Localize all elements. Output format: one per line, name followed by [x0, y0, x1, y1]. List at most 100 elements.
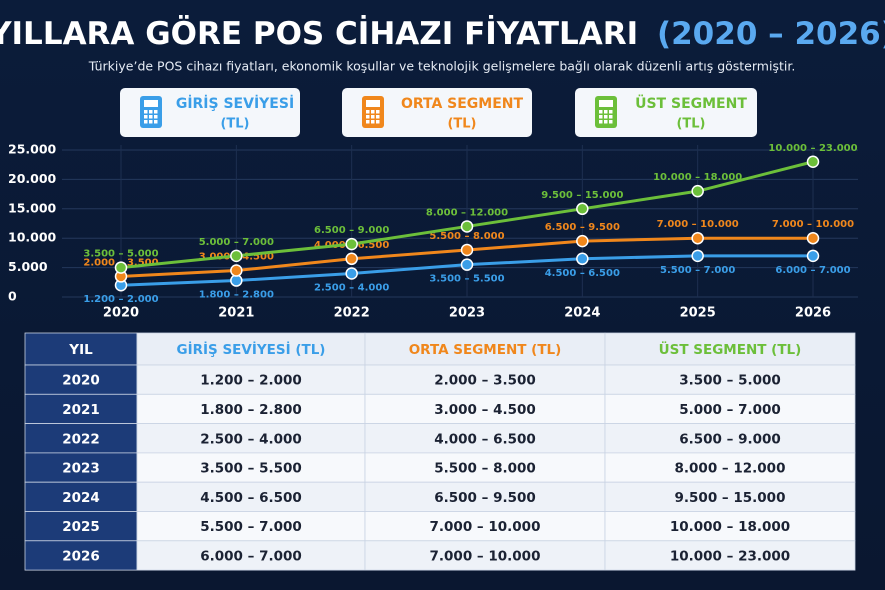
title-group: YILLARA GÖRE POS CİHAZI FİYATLARI (2020 … [0, 15, 885, 52]
data-point [345, 237, 358, 251]
data-label: 10.000 – 18.000 [653, 172, 742, 183]
y-tick-label: 15.000 [8, 200, 57, 215]
table-header: YIL [68, 342, 93, 358]
table-cell [604, 364, 856, 395]
table-header-cell [24, 332, 138, 366]
legend-icon-key [144, 110, 148, 114]
data-point [576, 202, 589, 216]
legend-icon-key [154, 110, 158, 114]
table-cell-text: 7.000 – 10.000 [430, 519, 541, 535]
table-cell-text: 2.000 – 3.500 [434, 373, 536, 389]
table-cell-text: 1.200 – 2.000 [200, 373, 302, 389]
legend-icon-key [609, 115, 613, 119]
y-tick-label: 25.000 [8, 142, 57, 157]
data-label: 5.500 – 8.000 [429, 231, 504, 242]
legend-icon-key [154, 115, 158, 119]
data-point [230, 249, 243, 263]
x-tick-label: 2024 [564, 306, 600, 321]
table-cell-text: 5.500 – 8.000 [434, 461, 536, 477]
table-cell [136, 423, 366, 454]
data-label: 3.500 – 5.000 [83, 249, 158, 260]
data-point [230, 264, 243, 277]
table-cell [136, 511, 366, 542]
table-cell-text: 6.500 – 9.000 [679, 431, 781, 447]
data-label: 5.500 – 7.000 [660, 265, 735, 276]
table-cell-text: 1.800 – 2.800 [200, 402, 302, 418]
table-header: GİRİŞ SEVİYESİ (TL) [177, 341, 326, 358]
data-label: 5.000 – 7.000 [199, 237, 274, 248]
data-label: 7.000 – 10.000 [772, 219, 854, 230]
x-tick-label: 2026 [795, 306, 831, 321]
legend-label: ORTA SEGMENT [401, 96, 524, 112]
table-cell-text: 6.500 – 9.500 [434, 490, 536, 506]
legend-label: ÜST SEGMENT [635, 94, 747, 112]
x-tick-label: 2023 [449, 306, 485, 321]
legend-card [342, 88, 532, 137]
table-cell-text: 6.000 – 7.000 [200, 548, 302, 564]
legend-icon-key [144, 115, 148, 119]
table-cell-text: 5.500 – 7.000 [200, 519, 302, 535]
y-tick-label: 5.000 [8, 259, 48, 274]
table-cell-text: 10.000 – 18.000 [670, 519, 790, 535]
data-point [345, 267, 358, 280]
table-cell-text: 2020 [62, 373, 100, 389]
legend-icon-key [366, 115, 370, 119]
data-label: 9.500 – 15.000 [541, 190, 623, 201]
y-tick-label: 10.000 [8, 230, 57, 245]
table-cell [24, 423, 138, 454]
table-cell-text: 4.000 – 6.500 [434, 431, 536, 447]
y-tick-label: 20.000 [8, 171, 57, 186]
legend-icon-screen [599, 100, 613, 107]
legend-icon-key [609, 110, 613, 114]
x-tick-label: 2025 [680, 306, 716, 321]
table-cell [364, 511, 606, 542]
x-tick-label: 2021 [218, 306, 254, 321]
data-label: 6.000 – 7.000 [775, 265, 850, 276]
table-cell [24, 481, 138, 512]
legend-icon-key [609, 120, 613, 124]
table-cell-text: 2022 [62, 431, 100, 447]
legend-icon-screen [366, 100, 380, 107]
table-header-cell [136, 332, 366, 366]
table-cell [136, 393, 366, 424]
legend-icon-screen [144, 100, 158, 107]
legend-label: GİRİŞ SEVİYESİ [176, 95, 294, 112]
data-label: 1.200 – 2.000 [83, 294, 158, 305]
x-tick-label: 2020 [103, 306, 139, 321]
title-highlight: (2020 – 2026) [657, 16, 885, 52]
y-tick-label: 0 [8, 289, 17, 304]
legend-icon-key [599, 120, 603, 124]
plot: 1.200 – 2.000 1.800 – 2.800 2.500 – 4.000 3… [83, 143, 857, 305]
legend-icon-key [376, 115, 380, 119]
table-cell [604, 452, 856, 483]
table-cell-text: 2023 [62, 461, 100, 477]
data-point [691, 184, 704, 198]
table-cell-text: 3.500 – 5.000 [679, 373, 781, 389]
table-cell [136, 481, 366, 512]
table-cell [136, 540, 366, 571]
data-point [691, 231, 704, 245]
legend-icon-key [604, 110, 608, 114]
table-cell [604, 423, 856, 454]
legend-icon-key [371, 120, 375, 124]
data-point [691, 249, 704, 263]
legend-icon-key [371, 115, 375, 119]
data-point [114, 261, 128, 274]
legend-icon-key [366, 110, 370, 114]
data-point [576, 252, 589, 266]
table-header-cell [604, 332, 856, 366]
legend-unit: (TL) [220, 117, 249, 132]
table-cell-text: 2.500 – 4.000 [200, 431, 302, 447]
table-cell [24, 364, 138, 395]
subtitle: Türkiye’de POS cihazı fiyatları, ekonomi… [88, 59, 796, 74]
table-cell-text: 2021 [62, 402, 100, 418]
table-cell [136, 452, 366, 483]
legend-icon-key [376, 120, 380, 124]
data-point [460, 243, 474, 257]
table-header: ORTA SEGMENT (TL) [409, 342, 562, 358]
data-point [806, 231, 820, 245]
table-cell-text: 10.000 – 23.000 [670, 548, 790, 564]
legend-icon-key [376, 110, 380, 114]
data-label: 8.000 – 12.000 [426, 207, 508, 218]
